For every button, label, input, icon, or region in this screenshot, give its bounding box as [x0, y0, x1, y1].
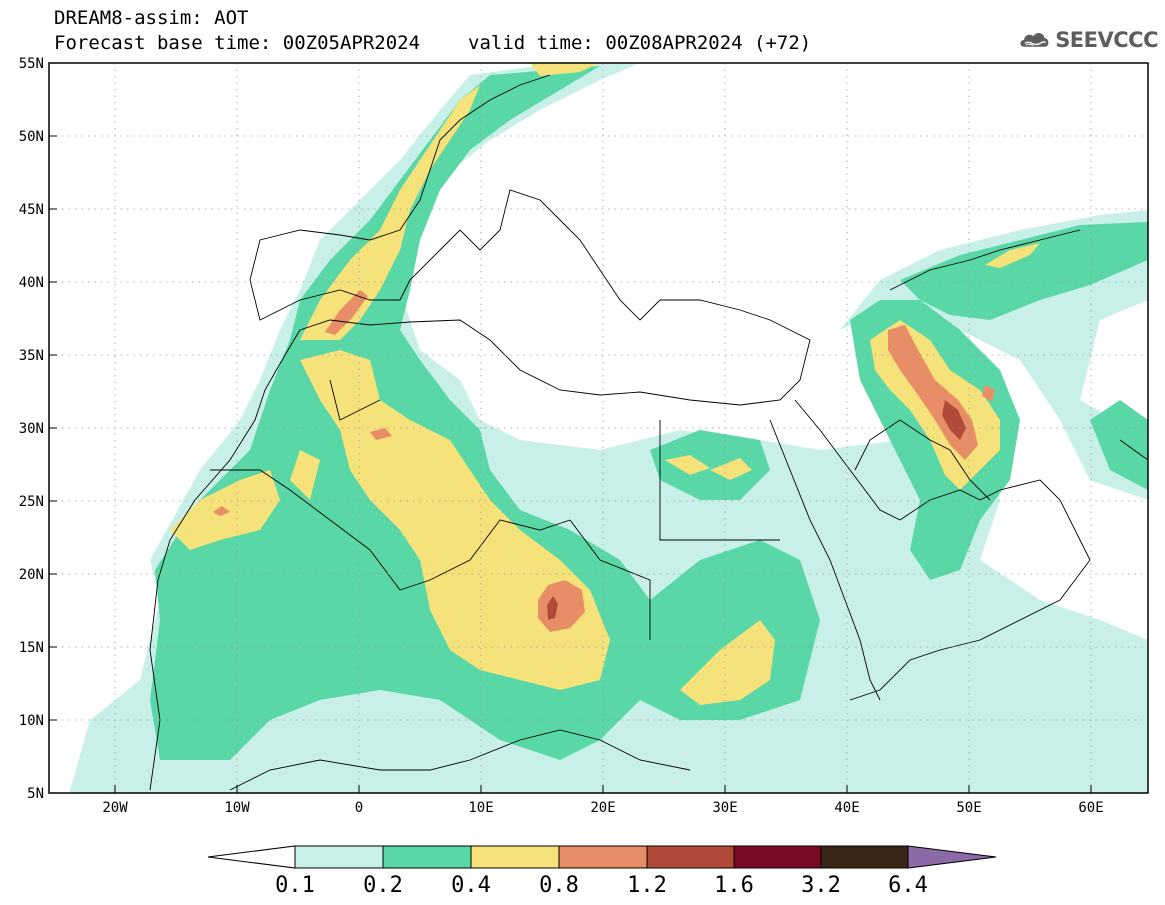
lon-tick-label: 20W — [102, 800, 128, 816]
colorbar-segment — [382, 845, 472, 869]
lon-tick-label: 50E — [956, 800, 981, 816]
lon-tick-label: 10E — [468, 800, 493, 816]
lat-tick-label: 40N — [19, 275, 44, 291]
colorbar-segment — [294, 845, 384, 869]
logo-text: SEEVCCC — [1055, 28, 1158, 52]
colorbar-low-arrow — [207, 845, 296, 869]
coastlines — [149, 74, 1148, 791]
colorbar-segment — [558, 845, 648, 869]
colorbar-label: 0.2 — [363, 873, 403, 898]
longitude-labels: 20W 10W 0 10E 20E 30E 40E 50E 60E — [102, 800, 1103, 816]
lat-tick-label: 35N — [19, 348, 44, 364]
lat-tick-label: 45N — [19, 202, 44, 218]
colorbar-label: 1.2 — [627, 873, 667, 898]
colorbar-label: 0.4 — [451, 873, 491, 898]
lon-tick-label: 60E — [1078, 800, 1103, 816]
lon-tick-label: 40E — [834, 800, 859, 816]
lat-tick-label: 10N — [19, 713, 44, 729]
aot-band-1.2 — [547, 400, 966, 620]
lat-tick-label: 5N — [27, 786, 44, 802]
colorbar: 0.1 0.2 0.4 0.8 1.2 1.6 3.2 6.4 — [207, 845, 997, 898]
colorbar-segment — [820, 845, 909, 869]
lat-tick-label: 15N — [19, 640, 44, 656]
colorbar-label: 6.4 — [888, 873, 928, 898]
colorbar-high-arrow — [907, 845, 997, 869]
grid-lines — [49, 63, 1148, 793]
map-subtitle: Forecast base time: 00Z05APR2024 valid ti… — [54, 33, 811, 53]
colorbar-segment — [646, 845, 735, 869]
base-time-label: Forecast base time: 00Z05APR2024 — [54, 32, 421, 54]
lon-tick-label: 30E — [712, 800, 737, 816]
lon-tick-label: 20E — [590, 800, 615, 816]
cloud-logo-icon — [1020, 33, 1049, 47]
colorbar-segment — [470, 845, 560, 869]
colorbar-label: 1.6 — [714, 873, 754, 898]
colorbar-segment — [733, 845, 822, 869]
colorbar-label: 0.8 — [539, 873, 579, 898]
colorbar-label: 0.1 — [275, 873, 315, 898]
lat-tick-label: 30N — [19, 421, 44, 437]
lon-tick-label: 0 — [355, 800, 363, 816]
valid-time-label: valid time: 00Z08APR2024 (+72) — [468, 32, 812, 54]
latitude-labels: 55N 50N 45N 40N 35N 30N 25N 20N 15N 10N … — [19, 56, 44, 802]
lat-tick-label: 50N — [19, 129, 44, 145]
seevccc-logo: SEEVCCC — [1018, 22, 1158, 58]
lat-tick-label: 20N — [19, 567, 44, 583]
lat-tick-label: 55N — [19, 56, 44, 72]
lat-tick-label: 25N — [19, 494, 44, 510]
aot-field — [70, 63, 1148, 793]
lon-tick-label: 10W — [224, 800, 250, 816]
map-title: DREAM8-assim: AOT — [54, 7, 249, 29]
colorbar-label: 3.2 — [801, 873, 841, 898]
tick-marks — [49, 62, 1092, 793]
